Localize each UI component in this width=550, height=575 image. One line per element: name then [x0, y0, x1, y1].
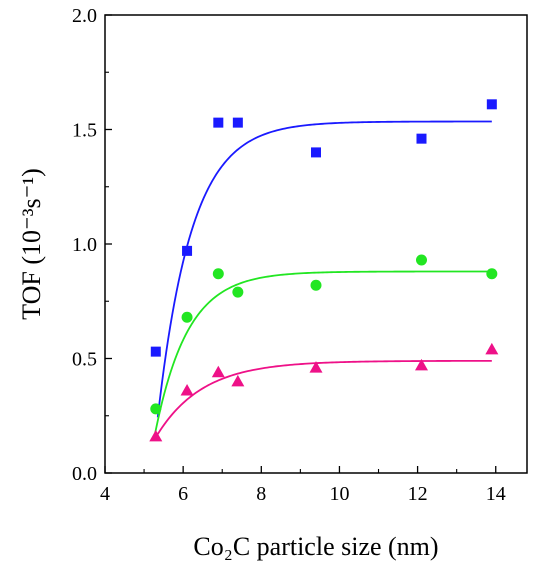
y-tick-label: 2.0: [72, 5, 97, 27]
triangle-marker: [231, 374, 245, 387]
circle-marker: [232, 286, 244, 298]
square-marker: [213, 117, 224, 128]
x-tick-label: 14: [486, 483, 506, 505]
circle-marker: [181, 311, 193, 323]
x-tick-label: 10: [329, 483, 349, 505]
fit-curves: [152, 120, 492, 440]
y-tick-label: 1.5: [72, 120, 97, 142]
x-tick-label: 12: [408, 483, 428, 505]
x-tick-label: 8: [256, 483, 266, 505]
square-marker: [232, 117, 243, 128]
triangle-marker: [485, 342, 499, 355]
triangle-marker: [149, 429, 163, 442]
circle-marker: [212, 268, 224, 280]
circle-marker: [150, 403, 162, 415]
fit-curve-square: [156, 120, 492, 418]
x-tick-labels: 4 6 8 10 12 14: [100, 483, 506, 505]
square-marker: [486, 99, 497, 110]
square-marker: [311, 147, 321, 158]
x-tick-label: 4: [100, 483, 110, 505]
triangle-marker: [180, 384, 194, 396]
circle-marker: [416, 254, 427, 266]
fit-curve-circle: [152, 270, 492, 440]
circle-marker: [310, 279, 322, 291]
square-marker: [182, 245, 193, 256]
x-tick-label: 6: [178, 483, 188, 505]
triangle-marker: [415, 358, 428, 371]
square-marker: [416, 133, 427, 144]
fit-curve-triangle: [155, 359, 492, 438]
y-axis-title: TOF (10⁻³s⁻¹): [17, 168, 46, 320]
plot-frame: [104, 14, 528, 474]
data-markers: [149, 99, 499, 442]
circle-marker: [486, 268, 498, 280]
x-axis-title: Co₂C particle size (nm): [193, 532, 438, 561]
triangle-marker: [309, 361, 323, 373]
square-marker: [150, 346, 161, 357]
y-tick-label: 1.0: [72, 234, 97, 256]
axis-ticks: [104, 14, 497, 474]
y-tick-labels: 0.0 0.5 1.0 1.5 2.0: [72, 5, 97, 485]
triangle-marker: [211, 365, 225, 378]
y-tick-label: 0.5: [72, 349, 97, 371]
y-tick-label: 0.0: [72, 463, 97, 485]
